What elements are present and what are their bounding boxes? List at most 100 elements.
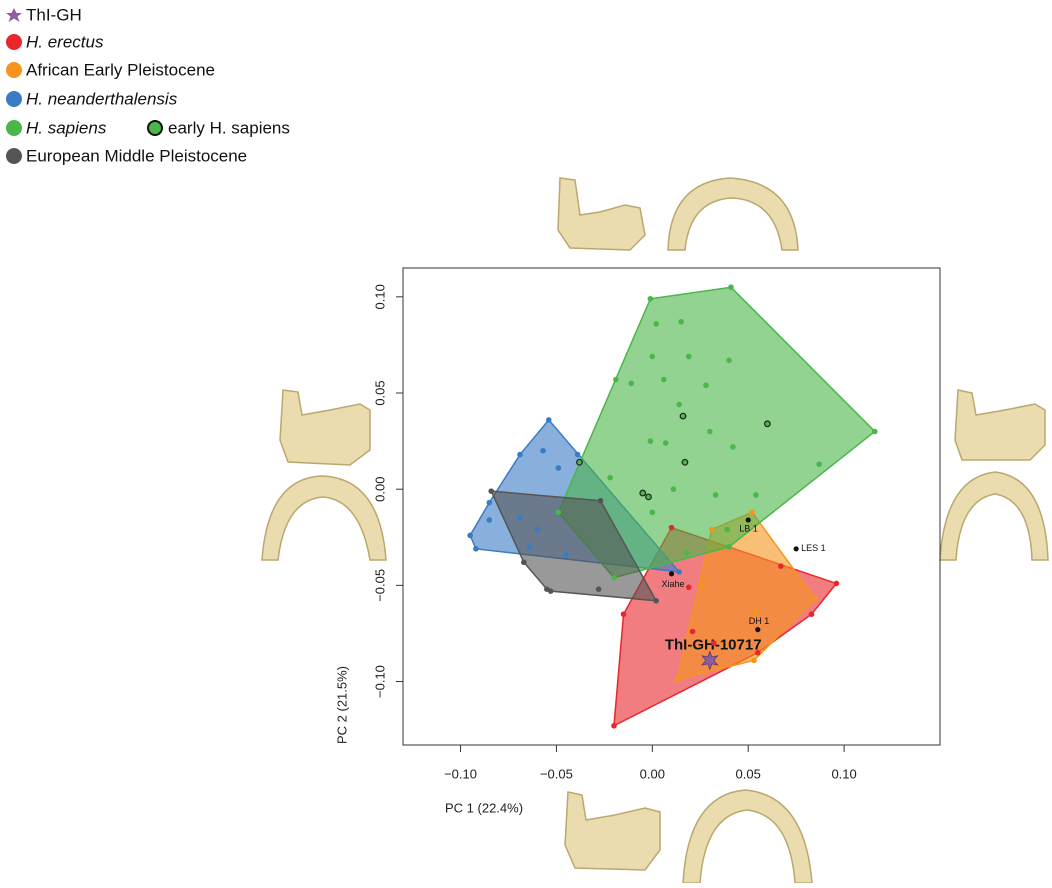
point [517,452,523,458]
point [749,509,755,515]
point [663,440,669,446]
point [650,354,656,360]
point [648,438,654,444]
legend-marker [6,148,22,164]
point [676,569,682,575]
point [544,586,550,592]
point [686,354,692,360]
point [650,509,656,515]
point [755,650,761,656]
specimen-point [746,517,751,522]
point [669,525,675,531]
point [611,575,617,581]
point [467,533,473,539]
legend-marker [148,121,162,135]
point [680,413,686,419]
y-tick-label: 0.00 [372,477,387,502]
chart: PC 1 (22.4%) PC 2 (21.5%) ThI-GH H. erec… [0,0,1052,883]
point [613,377,619,383]
point [546,417,552,423]
point [690,629,696,635]
legend-label: European Middle Pleistocene [26,146,247,165]
y-axis-label: PC 2 (21.5%) [334,666,349,744]
x-tick-label: 0.05 [736,766,761,781]
legend-marker [6,91,22,107]
point [684,550,690,556]
point [653,321,659,327]
point [556,465,562,471]
legend-marker [6,62,22,78]
point [872,429,878,435]
point [487,517,493,523]
legend-marker [6,120,22,136]
point [778,563,784,569]
legend-label: early H. sapiens [168,118,290,137]
point [598,498,604,504]
legend-marker [6,8,22,22]
point [534,527,540,533]
point [621,611,627,617]
legend-label: H. sapiens [26,118,107,137]
hulls [470,287,875,726]
point [646,494,652,500]
point [728,284,734,290]
point [724,527,730,533]
point [575,452,581,458]
point [577,459,583,465]
legend-label: H. erectus [26,32,104,51]
point [686,584,692,590]
point [813,596,819,602]
point [607,475,613,481]
legend-marker [6,34,22,50]
point [703,383,709,389]
point [765,421,771,427]
point [676,402,682,408]
point [753,492,759,498]
point [707,429,713,435]
point [487,500,493,506]
specimen-label: Xiahe [662,579,685,589]
point [711,640,717,646]
point [473,546,479,552]
x-axis-label: PC 1 (22.4%) [445,800,523,815]
y-tick-label: −0.05 [372,569,387,602]
point [753,609,759,615]
specimen-point [794,546,799,551]
point [563,552,569,558]
point [809,611,815,617]
specimen-point [755,627,760,632]
point [699,583,705,589]
point [726,358,732,364]
point [527,544,533,550]
legend-label: African Early Pleistocene [26,60,215,79]
point [726,544,732,550]
point [540,448,546,454]
x-tick-label: 0.00 [640,766,665,781]
specimen-label: LB 1 [739,523,758,533]
specimen-label: LES 1 [801,543,826,553]
point [556,509,562,515]
point [648,296,654,302]
x-tick-label: −0.05 [540,766,573,781]
y-tick-label: 0.10 [372,284,387,309]
point [709,527,715,533]
point [521,559,527,565]
point [713,492,719,498]
point [816,461,822,467]
specimen-label: DH 1 [749,616,770,626]
x-tick-label: −0.10 [444,766,477,781]
point [730,444,736,450]
point [834,581,840,587]
legend-label: ThI-GH [26,5,82,24]
point [488,488,494,494]
x-tick-label: 0.10 [831,766,856,781]
y-tick-label: −0.10 [372,665,387,698]
point [517,515,523,521]
point [596,586,602,592]
specimen-point [669,571,674,576]
point [671,486,677,492]
point [678,319,684,325]
point [611,723,617,729]
point [628,381,634,387]
point [751,658,757,664]
